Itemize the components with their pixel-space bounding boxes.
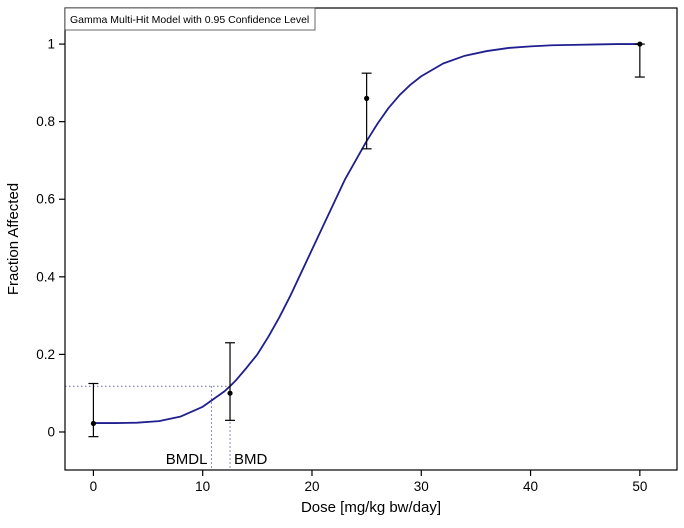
plot-frame: [64, 7, 678, 471]
y-tick-label: 0.4: [36, 269, 55, 284]
x-tick-label: 40: [523, 479, 538, 494]
x-tick-label: 0: [90, 479, 98, 494]
x-tick-label: 20: [304, 479, 319, 494]
x-tick-label: 50: [632, 479, 647, 494]
y-tick-label: 1: [47, 37, 55, 52]
fitted-curve: [92, 43, 641, 424]
bmd-label: BMD: [234, 451, 268, 468]
data-point: [637, 41, 643, 47]
title-box: [64, 7, 316, 31]
x-tick-label: 10: [195, 479, 210, 494]
y-tick-label: 0.8: [36, 114, 55, 129]
x-tick-label: 30: [414, 479, 429, 494]
chart-title: Gamma Multi-Hit Model with 0.95 Confiden…: [70, 14, 309, 26]
y-tick-label: 0.2: [36, 347, 55, 362]
chart-geometry: 0 10 20 30 40 50 0 0.2 0.4 0.6 0.8 1: [36, 7, 678, 494]
data-point: [227, 390, 233, 396]
data-point: [90, 420, 97, 427]
y-axis-label: Fraction Affected: [5, 183, 22, 295]
x-axis-label: Dose [mg/kg bw/day]: [301, 499, 441, 516]
bmdl-label: BMDL: [166, 451, 208, 468]
y-tick-label: 0: [47, 424, 55, 439]
data-point: [364, 95, 370, 101]
y-tick-label: 0.6: [36, 192, 55, 207]
